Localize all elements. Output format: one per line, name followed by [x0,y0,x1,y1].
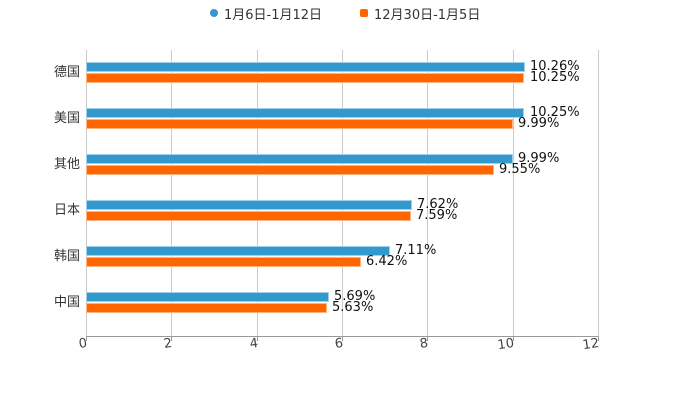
value-label: 7.11% [395,243,437,258]
value-label: 7.62% [417,197,459,212]
x-tick-label: 8 [418,336,430,353]
gridline [86,50,87,336]
bar-china-series-2[interactable] [86,303,327,313]
x-tick [513,336,514,341]
value-label: 10.25% [530,70,580,85]
bar-germany-series-1[interactable] [86,62,525,72]
bar-other-series-1[interactable] [86,154,513,164]
gridline [427,50,428,336]
gridline [598,50,599,336]
value-label: 5.63% [332,300,374,315]
category-label-germany: 德国 [53,65,80,80]
value-label: 7.59% [416,208,458,223]
bar-usa-series-2[interactable] [86,119,513,129]
bar-china-series-1[interactable] [86,292,329,302]
bar-japan-series-1[interactable] [86,200,412,210]
bar-korea-series-1[interactable] [86,246,390,256]
value-label: 9.55% [499,162,541,177]
gridline [171,50,172,336]
bar-korea-series-2[interactable] [86,257,361,267]
value-label: 5.69% [334,289,376,304]
x-tick [598,336,599,341]
legend-label: 12月30日-1月5日 [374,7,481,23]
legend-circle-icon [210,9,218,17]
x-tick [86,336,87,341]
value-label: 10.26% [530,59,580,74]
x-tick-label: 2 [162,336,174,353]
bar-japan-series-2[interactable] [86,211,411,221]
bar-usa-series-1[interactable] [86,108,524,118]
legend-item-series-1[interactable]: 1月6日-1月12日 [210,4,323,23]
value-label: 6.42% [366,254,408,269]
category-label-other: 其他 [53,157,80,172]
category-label-china: 中国 [53,295,80,310]
chart-legend: 1月6日-1月12日 12月30日-1月5日 [0,4,700,23]
bar-germany-series-2[interactable] [86,73,524,83]
gridline [342,50,343,336]
value-label: 10.25% [530,105,580,120]
x-tick [427,336,428,341]
category-label-usa: 美国 [53,111,80,126]
x-tick-label: 6 [333,336,345,353]
x-tick [342,336,343,341]
legend-label: 1月6日-1月12日 [224,7,323,23]
value-label: 9.99% [518,116,560,131]
legend-square-icon [360,9,368,17]
x-tick-label: 0 [77,336,89,353]
x-tick [257,336,258,341]
bar-other-series-2[interactable] [86,165,494,175]
value-label: 9.99% [518,151,560,166]
x-tick-label: 4 [248,336,260,353]
category-label-japan: 日本 [53,203,80,218]
gridline [513,50,514,336]
x-tick [171,336,172,341]
legend-item-series-2[interactable]: 12月30日-1月5日 [360,4,481,23]
x-tick-label: 12 [581,336,601,354]
gridline [257,50,258,336]
category-label-korea: 韩国 [53,249,80,264]
x-tick-label: 10 [496,336,516,354]
